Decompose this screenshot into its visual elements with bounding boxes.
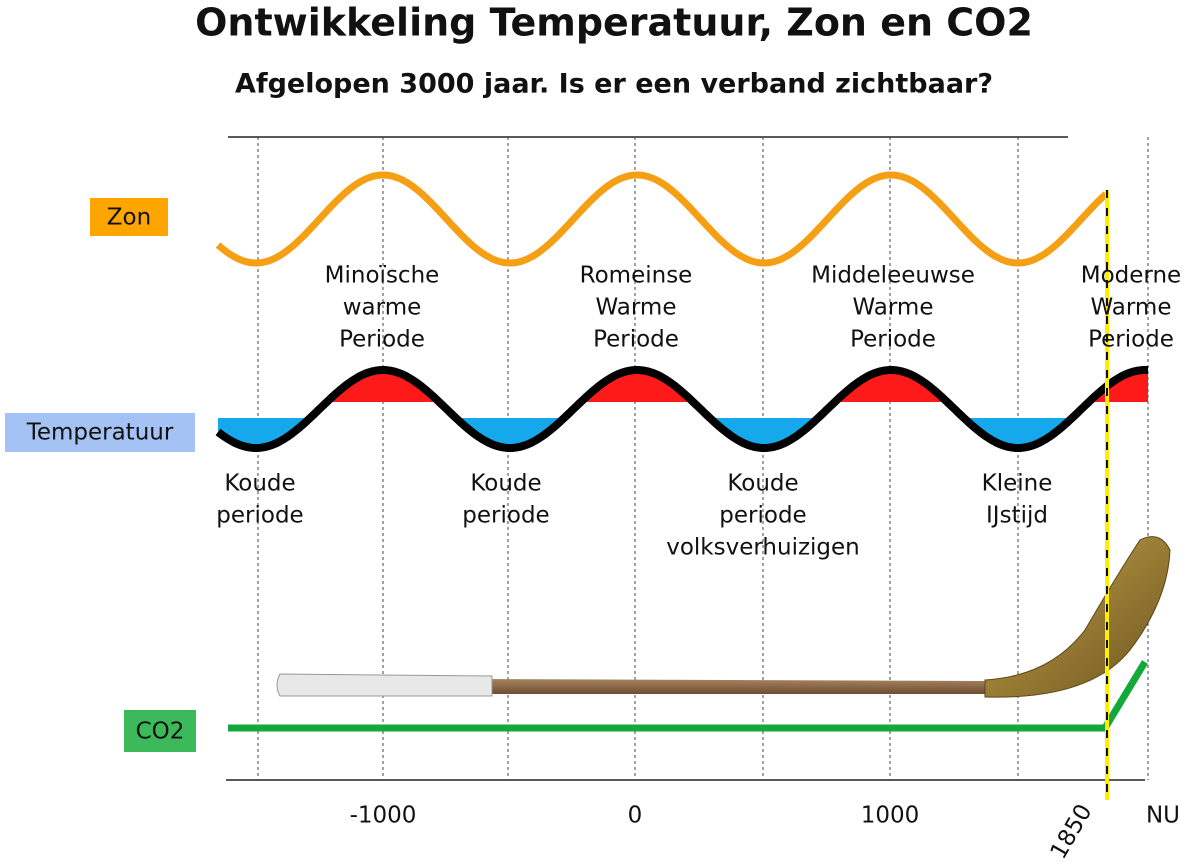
warm-period-label: Periode [339,327,425,353]
temperature-line [215,366,1149,452]
cold-period-label: periode [462,503,549,529]
axis-labels: -1000 0 1000 1850 NU [350,800,1180,864]
warm-period-label: Periode [593,327,679,353]
axis-label: NU [1146,803,1180,829]
temperature-label-box [5,413,195,452]
cold-period-label: Koude [470,471,541,497]
warm-period-label: Minoïsche [325,263,440,289]
axis-label: -1000 [350,803,417,829]
cold-period-label: periode [216,503,303,529]
title: Ontwikkeling Temperatuur, Zon en CO2 [195,1,1033,45]
cold-period-label: IJstijd [986,503,1048,529]
cold-period-label: periode [719,503,806,529]
warm-period-label: Periode [1088,327,1174,353]
cold-period-label: Koude [727,471,798,497]
cold-fill [218,418,1148,448]
period-labels: Minoïsche warme Periode Romeinse Warme Period… [216,263,1181,561]
temperature-label: Temperatuur [26,420,174,446]
axis-label: 1850 [1046,800,1098,864]
dashed-guides [257,137,1149,780]
axis-label: 0 [628,803,643,829]
cold-period-label: Kleine [982,471,1053,497]
warm-period-label: Moderne [1081,263,1181,289]
sun-label: Zon [107,205,151,231]
axis-label: 1000 [861,803,920,829]
warm-period-label: Periode [850,327,936,353]
subtitle: Afgelopen 3000 jaar. Is er een verband z… [235,69,993,100]
warm-period-label: Romeinse [580,263,693,289]
co2-label: CO2 [136,719,185,745]
stick-shaft [490,679,985,694]
warm-period-label: Warme [1091,295,1172,321]
stick-blade [984,536,1171,698]
sun-label-box [90,198,168,236]
cold-period-label: Koude [224,471,295,497]
sun-wave [215,171,1109,267]
warm-period-label: Middeleeuwse [811,263,975,289]
warm-period-label: Warme [596,295,677,321]
co2-label-box [124,710,196,752]
warm-period-label: warme [343,295,422,321]
temperature-wave [215,366,1149,452]
hockey-stick [276,536,1171,698]
stick-grip [276,673,493,697]
warm-period-label: Warme [853,295,934,321]
cold-period-label: volksverhuizigen [666,535,860,561]
